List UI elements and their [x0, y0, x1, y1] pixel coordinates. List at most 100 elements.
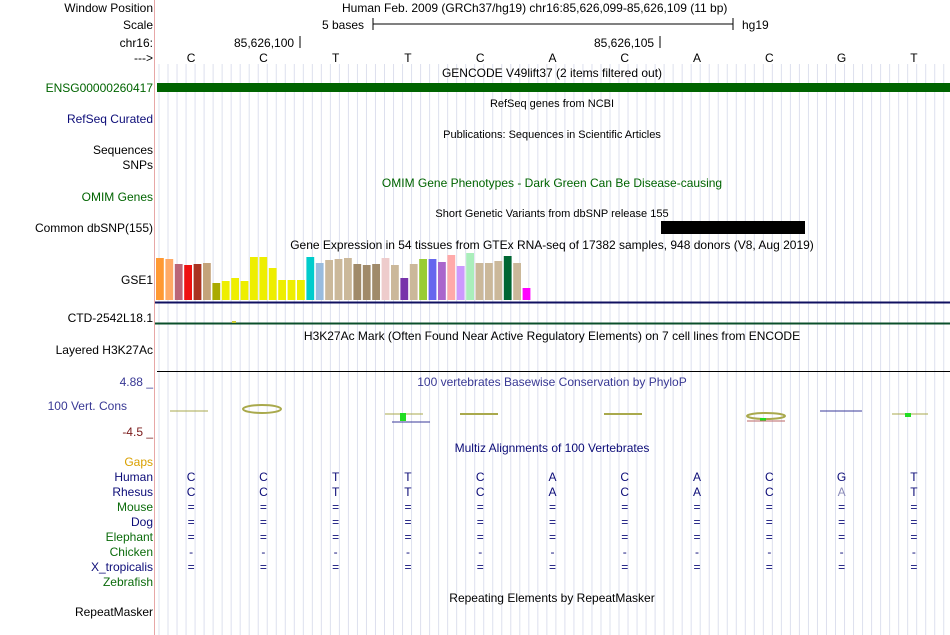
alignment-base: = — [765, 530, 773, 544]
cons-glyph — [905, 413, 911, 417]
multiz-track-title[interactable]: Multiz Alignments of 100 Vertebrates — [454, 441, 650, 455]
alignment-base: = — [548, 515, 557, 529]
gtex-tissue-bar — [297, 280, 305, 300]
species-label[interactable]: Zebrafish — [102, 575, 153, 589]
gencode-track-title[interactable]: GENCODE V49lift37 (2 items filtered out) — [441, 66, 663, 80]
gtex-tissue-bar — [438, 262, 446, 300]
gtex-tissue-bar — [400, 278, 409, 300]
alignment-base: = — [838, 530, 846, 544]
gtex-tissue-bar — [475, 263, 484, 300]
alignment-base: = — [476, 500, 484, 514]
alignment-base: A — [693, 485, 702, 499]
cons-glyph — [400, 413, 406, 421]
base-letter: T — [332, 51, 340, 65]
species-label[interactable]: Gaps — [124, 455, 153, 469]
alignment-base: - — [550, 545, 555, 559]
strand-label: ---> — [134, 51, 153, 65]
alignment-base: A — [693, 470, 702, 484]
species-label[interactable]: Elephant — [105, 530, 153, 544]
species-label[interactable]: X_tropicalis — [90, 560, 153, 574]
gtex-tissue-bar — [156, 258, 164, 300]
alignment-base: = — [693, 515, 701, 529]
alignment-base: - — [333, 545, 338, 559]
alignment-base: = — [693, 500, 701, 514]
alignment-base: T — [332, 485, 340, 499]
gtex-mark — [232, 321, 236, 323]
gtex-tissue-bar — [485, 263, 493, 300]
species-label[interactable]: Rhesus — [112, 485, 153, 499]
alignment-base: = — [259, 500, 267, 514]
alignment-base: T — [404, 470, 412, 484]
scale-assembly: hg19 — [742, 18, 769, 32]
gtex-tissue-bar — [325, 260, 333, 300]
alignment-base: = — [548, 530, 557, 544]
h3k27ac-track-label[interactable]: Layered H3K27Ac — [55, 343, 153, 357]
repeatmasker-track-label[interactable]: RepeatMasker — [74, 605, 153, 619]
alignment-base: = — [548, 560, 557, 574]
gtex-tissue-bar — [334, 259, 343, 300]
alignment-base: = — [910, 560, 918, 574]
gtex-tissue-bar — [287, 280, 296, 300]
base-letter: T — [910, 51, 918, 65]
gtex-tissue-bar — [362, 265, 371, 300]
gtex-tissue-bar — [212, 283, 221, 300]
species-label[interactable]: Chicken — [109, 545, 153, 559]
refseq-track-label[interactable]: RefSeq Curated — [66, 112, 153, 126]
alignment-base: = — [765, 500, 773, 514]
conservation-track-title[interactable]: 100 vertebrates Basewise Conservation by… — [417, 375, 687, 389]
gtex-tissue-bar — [372, 264, 380, 300]
base-letter: C — [259, 51, 268, 65]
alignment-base: C — [475, 470, 485, 484]
alignment-base: = — [332, 530, 340, 544]
alignment-base: C — [620, 485, 630, 499]
species-label[interactable]: Dog — [130, 515, 153, 529]
alignment-base: T — [332, 470, 340, 484]
gtex-tissue-bar — [494, 261, 503, 300]
gtex-gene-label-2[interactable]: CTD-2542L18.1 — [67, 311, 153, 325]
gtex-tissue-bar — [184, 265, 192, 300]
dbsnp-track-title[interactable]: Short Genetic Variants from dbSNP releas… — [435, 208, 669, 220]
omim-track-label[interactable]: OMIM Genes — [81, 190, 153, 204]
gtex-gene-label[interactable]: GSE1 — [120, 273, 153, 287]
pubs-track-title[interactable]: Publications: Sequences in Scientific Ar… — [443, 129, 661, 141]
species-label[interactable]: Mouse — [116, 500, 153, 514]
repeatmasker-track-title[interactable]: Repeating Elements by RepeatMasker — [449, 591, 655, 605]
alignment-base: = — [765, 560, 773, 574]
alignment-base: = — [187, 515, 195, 529]
coord-label-2: 85,626,105 — [594, 36, 655, 50]
pubs-snps-label[interactable]: SNPs — [122, 158, 153, 172]
dbsnp-track-label[interactable]: Common dbSNP(155) — [34, 221, 153, 235]
scale-label: Scale — [122, 18, 153, 32]
alignment-base: C — [620, 470, 630, 484]
conservation-track-label[interactable]: 100 Vert. Cons — [47, 399, 127, 413]
gtex-tissue-bar — [513, 263, 521, 300]
gtex-tissue-bar — [306, 257, 315, 300]
pubs-sequences-label[interactable]: Sequences — [92, 143, 153, 157]
gtex-tissue-bar — [447, 255, 456, 300]
gtex-tissue-bar — [466, 253, 474, 300]
gtex-tissue-bar — [456, 266, 465, 300]
gencode-item-label[interactable]: ENSG00000260417 — [45, 81, 153, 95]
species-label[interactable]: Human — [114, 470, 153, 484]
base-letter: A — [693, 51, 702, 65]
gtex-tissue-bar — [221, 281, 230, 300]
alignment-base: - — [189, 545, 194, 559]
gtex-tissue-bar — [278, 280, 286, 300]
gtex-tissue-bar — [203, 263, 211, 300]
gtex-tissue-bar — [240, 281, 249, 300]
alignment-base: - — [261, 545, 266, 559]
gtex-tissue-bar — [381, 258, 390, 300]
omim-track-title[interactable]: OMIM Gene Phenotypes - Dark Green Can Be… — [381, 176, 723, 190]
gtex-tissue-bar — [428, 259, 437, 300]
gtex-track-title[interactable]: Gene Expression in 54 tissues from GTEx … — [290, 238, 814, 252]
gtex-tissue-bar — [391, 265, 399, 300]
alignment-base: A — [548, 470, 557, 484]
refseq-track-title[interactable]: RefSeq genes from NCBI — [489, 98, 615, 110]
alignment-base: C — [764, 470, 774, 484]
alignment-base: = — [332, 500, 340, 514]
gencode-gene-bar — [157, 83, 950, 92]
h3k27ac-track-title[interactable]: H3K27Ac Mark (Often Found Near Active Re… — [303, 329, 801, 343]
alignment-base: = — [838, 500, 846, 514]
alignment-base: = — [621, 530, 629, 544]
gtex-tissue-bar — [315, 263, 324, 300]
